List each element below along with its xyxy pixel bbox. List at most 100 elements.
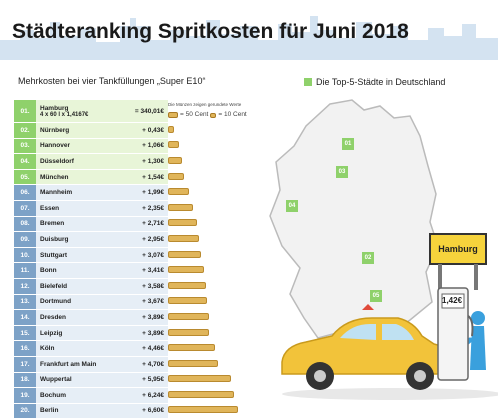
coins-legend-small: = 10 Cent (218, 111, 247, 119)
table-row: 13. Dortmund + 3,67€ (14, 294, 168, 311)
rank-label: 18. (14, 372, 36, 388)
bar-row (168, 122, 278, 138)
value-label: + 4,46€ (118, 341, 168, 356)
map-pin-03: 03 (336, 166, 348, 178)
table-row: 10. Stuttgart + 3,07€ (14, 247, 168, 264)
top5-legend: Die Top-5-Städte in Deutschland (304, 77, 445, 87)
rank-label: 17. (14, 356, 36, 372)
table-row: 07. Essen + 2,35€ (14, 200, 168, 217)
city-label: Bochum (36, 388, 118, 403)
value-label: + 0,43€ (118, 123, 168, 138)
coin-bar (168, 297, 207, 305)
bar-row (168, 387, 278, 403)
value-label: + 5,95€ (118, 372, 168, 388)
table-row: 02. Nürnberg + 0,43€ (14, 123, 168, 139)
table-row: 08. Bremen + 2,71€ (14, 216, 168, 233)
table-row: 20. Berlin + 6,60€ (14, 403, 168, 419)
top5-legend-label: Die Top-5-Städte in Deutschland (316, 77, 446, 87)
coin-bar (168, 250, 201, 258)
bar-row (168, 325, 278, 341)
city-label: Leipzig (36, 325, 118, 341)
value-label: = 340,01€ (118, 100, 168, 122)
rank-label: 05. (14, 169, 36, 185)
value-label: + 6,60€ (118, 403, 168, 419)
bar-row (168, 231, 278, 247)
city-label: Duisburg (36, 232, 118, 247)
city-label: Nürnberg (36, 123, 118, 138)
ranking-table: 01. Hamburg 4 x 60 l x 1,4167€ = 340,01€… (14, 100, 168, 419)
rank-label: 16. (14, 341, 36, 356)
bar-row (168, 169, 278, 185)
coin-bar (168, 390, 235, 398)
city-label: Bielefeld (36, 278, 118, 294)
table-row: 03. Hannover + 1,06€ (14, 138, 168, 155)
coin-bar (168, 266, 205, 274)
coins-legend-title: Die Münzen zeigen gerundete Werte (168, 102, 242, 107)
pump-price: 1,42€ (442, 296, 463, 305)
coin-bar (168, 156, 182, 164)
calc-label: 4 x 60 l x 1,4167€ (40, 111, 89, 118)
coin-bar (168, 281, 206, 289)
hamburg-sign (429, 233, 487, 290)
value-label: + 1,99€ (118, 185, 168, 200)
value-label: + 2,95€ (118, 232, 168, 247)
skyline-background (0, 0, 498, 60)
table-row: 16. Köln + 4,46€ (14, 341, 168, 357)
chart-subtitle: Mehrkosten bei vier Tankfüllungen „Super… (18, 76, 206, 86)
rank-label: 12. (14, 278, 36, 294)
rank-label: 13. (14, 294, 36, 310)
coin-bar (168, 125, 174, 133)
small-coin-icon (210, 112, 217, 118)
table-row: 12. Bielefeld + 3,58€ (14, 278, 168, 295)
table-row: 05. München + 1,54€ (14, 169, 168, 186)
bar-row (168, 247, 278, 263)
bar-row (168, 356, 278, 372)
rank-label: 06. (14, 185, 36, 200)
map-pin-04: 04 (286, 200, 298, 212)
large-coin-icon (168, 112, 178, 119)
value-label: + 2,71€ (118, 216, 168, 232)
value-label: + 6,24€ (118, 388, 168, 403)
city-label: Dortmund (36, 294, 118, 310)
table-row: 14. Dresden + 3,89€ (14, 310, 168, 326)
coins-legend: Die Münzen zeigen gerundete Werte = 50 C… (168, 102, 247, 124)
city-label: Bremen (36, 216, 118, 232)
top5-swatch (304, 78, 312, 86)
bar-row (168, 403, 278, 419)
city-label: München (36, 169, 118, 185)
map-pin-05: 05 (370, 290, 382, 302)
bar-row (168, 262, 278, 278)
bar-row (168, 200, 278, 216)
coin-bar (168, 188, 190, 196)
value-label: + 1,54€ (118, 169, 168, 185)
table-row: 11. Bonn + 3,41€ (14, 263, 168, 279)
city-label: Stuttgart (36, 247, 118, 263)
rank-label: 15. (14, 325, 36, 341)
table-row: 18. Wuppertal + 5,95€ (14, 372, 168, 389)
value-label: + 1,06€ (118, 138, 168, 154)
rank-label: 01. (14, 100, 36, 122)
value-label: + 3,67€ (118, 294, 168, 310)
table-row: 09. Duisburg + 2,95€ (14, 232, 168, 248)
city-label: Köln (36, 341, 118, 356)
car-illustration (281, 304, 498, 400)
coin-bar (168, 406, 238, 414)
bar-row (168, 340, 278, 356)
bar-row (168, 309, 278, 325)
table-row: 17. Frankfurt am Main + 4,70€ (14, 356, 168, 373)
city-label: Mannheim (36, 185, 118, 200)
rank-label: 09. (14, 232, 36, 247)
city-label: Bonn (36, 263, 118, 278)
table-rows: 02. Nürnberg + 0,43€ 03. Hannover + 1,06€ 04. D… (14, 123, 168, 419)
rank-label: 03. (14, 138, 36, 154)
rank-label: 07. (14, 200, 36, 216)
value-label: + 3,89€ (118, 325, 168, 341)
coin-bar (168, 141, 180, 149)
coin-bar (168, 375, 232, 383)
coin-bar (168, 172, 185, 180)
map-pin-02: 02 (362, 252, 374, 264)
coin-bar (168, 344, 216, 352)
city-label: Hamburg (40, 104, 69, 112)
rank-label: 14. (14, 310, 36, 325)
city-label: Hannover (36, 138, 118, 154)
